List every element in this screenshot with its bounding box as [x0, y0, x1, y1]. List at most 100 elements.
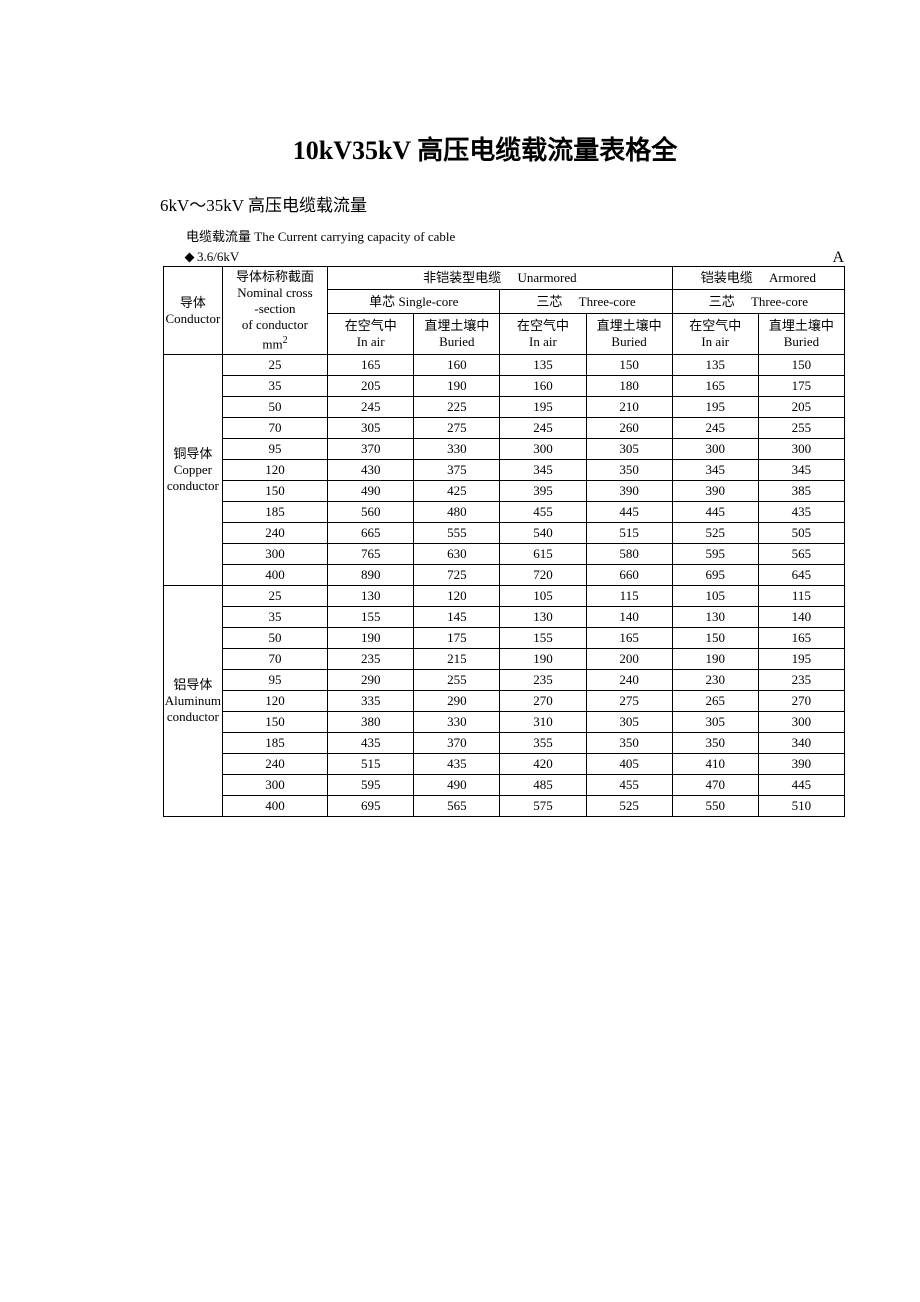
value-cell: 435 — [758, 502, 844, 523]
value-cell: 275 — [586, 691, 672, 712]
value-cell: 190 — [500, 649, 586, 670]
table-row: 185560480455445445435 — [164, 502, 845, 523]
value-cell: 195 — [672, 397, 758, 418]
hdr-buried-1: 直埋土壤中Buried — [414, 313, 500, 354]
table-row: 35155145130140130140 — [164, 607, 845, 628]
value-cell: 445 — [758, 775, 844, 796]
value-cell: 765 — [328, 544, 414, 565]
value-cell: 435 — [328, 733, 414, 754]
value-cell: 195 — [758, 649, 844, 670]
value-cell: 165 — [758, 628, 844, 649]
value-cell: 525 — [672, 523, 758, 544]
nom-l5p: mm — [262, 336, 282, 351]
value-cell: 725 — [414, 565, 500, 586]
hdr-conductor: 导体 Conductor — [164, 267, 223, 355]
value-cell: 150 — [586, 355, 672, 376]
nom-l4: of conductor — [242, 317, 308, 332]
table-row: 95370330300305300300 — [164, 439, 845, 460]
value-cell: 695 — [328, 796, 414, 817]
table-row: 185435370355350350340 — [164, 733, 845, 754]
value-cell: 195 — [500, 397, 586, 418]
voltage-row: 3.6/6kV — [186, 249, 844, 265]
cross-section-cell: 185 — [222, 733, 327, 754]
value-cell: 245 — [500, 418, 586, 439]
table-row: 300595490485455470445 — [164, 775, 845, 796]
value-cell: 575 — [500, 796, 586, 817]
nom-l1: 导体标称截面 — [236, 269, 314, 284]
value-cell: 165 — [328, 355, 414, 376]
hdr-conductor-zh: 导体 — [180, 295, 206, 310]
value-cell: 135 — [672, 355, 758, 376]
value-cell: 310 — [500, 712, 586, 733]
cross-section-cell: 300 — [222, 775, 327, 796]
table-row: 240665555540515525505 — [164, 523, 845, 544]
value-cell: 130 — [672, 607, 758, 628]
value-cell: 305 — [586, 439, 672, 460]
value-cell: 565 — [414, 796, 500, 817]
value-cell: 385 — [758, 481, 844, 502]
value-cell: 335 — [328, 691, 414, 712]
value-cell: 595 — [672, 544, 758, 565]
cross-section-cell: 120 — [222, 691, 327, 712]
value-cell: 515 — [328, 754, 414, 775]
value-cell: 155 — [500, 628, 586, 649]
hdr-three-core-2: 三芯 Three-core — [672, 290, 844, 313]
value-cell: 350 — [672, 733, 758, 754]
value-cell: 490 — [328, 481, 414, 502]
value-cell: 720 — [500, 565, 586, 586]
value-cell: 300 — [758, 439, 844, 460]
table-row: 70235215190200190195 — [164, 649, 845, 670]
table-row: 50245225195210195205 — [164, 397, 845, 418]
table-row: 400890725720660695645 — [164, 565, 845, 586]
value-cell: 265 — [672, 691, 758, 712]
table-row: 铝导体Aluminumconductor25130120105115105115 — [164, 586, 845, 607]
value-cell: 560 — [328, 502, 414, 523]
value-cell: 490 — [414, 775, 500, 796]
tc2-en: Three-core — [751, 294, 808, 309]
table-row: 400695565575525550510 — [164, 796, 845, 817]
value-cell: 445 — [586, 502, 672, 523]
value-cell: 550 — [672, 796, 758, 817]
value-cell: 370 — [328, 439, 414, 460]
hdr-buried-2: 直埋土壤中Buried — [586, 313, 672, 354]
value-cell: 205 — [758, 397, 844, 418]
cross-section-cell: 70 — [222, 649, 327, 670]
table-row: 120430375345350345345 — [164, 460, 845, 481]
value-cell: 245 — [328, 397, 414, 418]
arm-en: Armored — [769, 270, 816, 285]
cross-section-cell: 150 — [222, 712, 327, 733]
ampacity-table: 导体 Conductor 导体标称截面 Nominal cross -secti… — [163, 266, 845, 817]
table-row: 50190175155165150165 — [164, 628, 845, 649]
cross-section-cell: 50 — [222, 628, 327, 649]
table-row: 150380330310305305300 — [164, 712, 845, 733]
cross-section-cell: 400 — [222, 796, 327, 817]
hdr-air-2: 在空气中In air — [500, 313, 586, 354]
value-cell: 130 — [328, 586, 414, 607]
value-cell: 160 — [500, 376, 586, 397]
value-cell: 660 — [586, 565, 672, 586]
value-cell: 390 — [672, 481, 758, 502]
value-cell: 190 — [328, 628, 414, 649]
value-cell: 160 — [414, 355, 500, 376]
value-cell: 350 — [586, 733, 672, 754]
nom-l2: Nominal cross — [237, 285, 312, 300]
value-cell: 245 — [672, 418, 758, 439]
cross-section-cell: 50 — [222, 397, 327, 418]
cross-section-cell: 35 — [222, 607, 327, 628]
cross-section-cell: 95 — [222, 670, 327, 691]
value-cell: 455 — [586, 775, 672, 796]
cross-section-cell: 120 — [222, 460, 327, 481]
hdr-conductor-en: Conductor — [165, 311, 220, 326]
value-cell: 300 — [500, 439, 586, 460]
value-cell: 410 — [672, 754, 758, 775]
value-cell: 175 — [414, 628, 500, 649]
value-cell: 565 — [758, 544, 844, 565]
cross-section-cell: 150 — [222, 481, 327, 502]
value-cell: 505 — [758, 523, 844, 544]
sc-zh: 单芯 — [369, 294, 395, 309]
value-cell: 445 — [672, 502, 758, 523]
table-row: 300765630615580595565 — [164, 544, 845, 565]
value-cell: 235 — [758, 670, 844, 691]
unarm-zh: 非铠装型电缆 — [423, 270, 501, 285]
value-cell: 580 — [586, 544, 672, 565]
